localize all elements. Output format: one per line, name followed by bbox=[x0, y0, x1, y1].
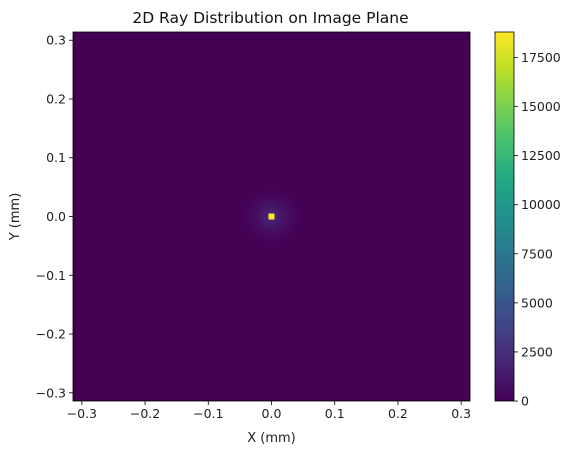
x-tick-label: 0.1 bbox=[325, 406, 345, 421]
x-tick-label: −0.1 bbox=[193, 406, 223, 421]
colorbar-tick-label: 2500 bbox=[521, 344, 553, 359]
heatmap-peak-cell bbox=[268, 213, 275, 220]
colorbar-gradient bbox=[495, 32, 514, 401]
colorbar-tick-label: 12500 bbox=[521, 148, 561, 163]
x-axis: −0.3 −0.2 −0.1 0.0 0.1 0.2 0.3 bbox=[67, 401, 471, 421]
colorbar-tick-label: 7500 bbox=[521, 246, 553, 261]
y-tick-label: 0.1 bbox=[46, 150, 66, 165]
x-tick-label: 0.0 bbox=[262, 406, 282, 421]
colorbar: 0 2500 5000 7500 10000 12500 15000 17500 bbox=[494, 31, 561, 409]
x-tick-label: 0.2 bbox=[388, 406, 408, 421]
x-tick-label: −0.2 bbox=[130, 406, 160, 421]
colorbar-tick-label: 0 bbox=[521, 394, 529, 409]
chart-title: 2D Ray Distribution on Image Plane bbox=[132, 9, 408, 27]
y-axis: −0.3 −0.2 −0.1 0.0 0.1 0.2 0.3 bbox=[36, 33, 73, 400]
colorbar-axis: 0 2500 5000 7500 10000 12500 15000 17500 bbox=[494, 31, 561, 409]
y-tick-label: 0.0 bbox=[46, 209, 66, 224]
y-tick-label: 0.3 bbox=[46, 33, 66, 48]
colorbar-tick-label: 10000 bbox=[521, 197, 561, 212]
colorbar-tick-label: 17500 bbox=[521, 50, 561, 65]
y-tick-label: 0.2 bbox=[46, 91, 66, 106]
y-tick-label: −0.1 bbox=[36, 268, 66, 283]
y-axis-label: Y (mm) bbox=[8, 193, 23, 242]
x-axis-label: X (mm) bbox=[247, 431, 296, 446]
plot-area bbox=[72, 31, 471, 402]
y-tick-label: −0.3 bbox=[36, 385, 66, 400]
colorbar-tick-label: 15000 bbox=[521, 99, 561, 114]
colorbar-frame bbox=[494, 31, 515, 402]
x-tick-label: 0.3 bbox=[451, 406, 471, 421]
x-tick-label: −0.3 bbox=[67, 406, 97, 421]
colorbar-tick-label: 5000 bbox=[521, 295, 553, 310]
y-tick-label: −0.2 bbox=[36, 327, 66, 342]
